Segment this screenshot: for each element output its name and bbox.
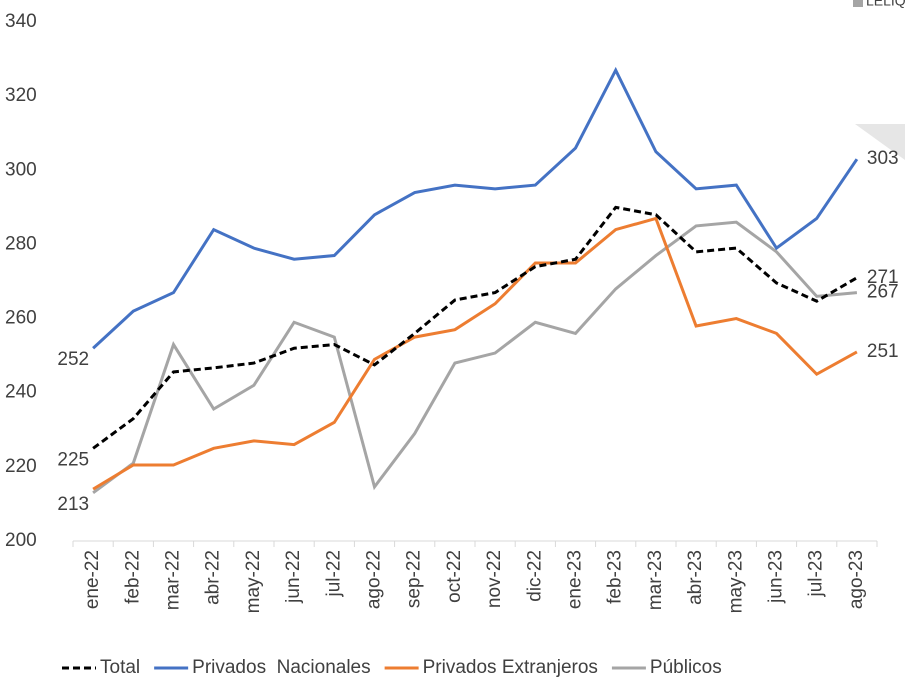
- data-label: 213: [57, 494, 89, 515]
- x-tick-label: may-23: [725, 550, 746, 613]
- x-tick-label: mar-23: [645, 550, 666, 610]
- x-tick-label: ene-22: [82, 550, 103, 609]
- x-tick-label: may-22: [243, 550, 264, 613]
- x-tick-label: ago-22: [364, 550, 385, 609]
- x-tick-label: jun-23: [766, 550, 787, 604]
- x-tick-label: feb-23: [605, 550, 626, 604]
- x-tick-label: oct-22: [444, 550, 465, 603]
- x-tick-label: mar-22: [163, 550, 184, 610]
- x-tick-label: jun-22: [283, 550, 304, 604]
- y-tick-label: 300: [5, 159, 37, 180]
- data-label: 303: [867, 148, 899, 169]
- legend-swatch: [853, 0, 863, 7]
- x-tick-label: feb-22: [122, 550, 143, 604]
- x-tick-label: abr-23: [685, 550, 706, 605]
- x-tick-label: ene-23: [565, 550, 586, 609]
- legend-label: Privados Extranjeros: [423, 657, 598, 678]
- y-tick-label: 320: [5, 85, 37, 106]
- x-tick-label: ago-23: [846, 550, 867, 609]
- series-line: [92, 216, 858, 491]
- data-label: 251: [867, 341, 899, 362]
- y-tick-label: 220: [5, 456, 37, 477]
- y-tick-label: 200: [5, 530, 37, 551]
- legend-label: Públicos: [650, 657, 722, 678]
- y-tick-label: 240: [5, 382, 37, 403]
- y-tick-label: 280: [5, 233, 37, 254]
- y-tick-label: 260: [5, 308, 37, 329]
- data-label: 252: [57, 349, 89, 370]
- x-tick-label: jul-23: [806, 550, 827, 597]
- data-label: 271: [867, 267, 899, 288]
- x-tick-label: sep-22: [404, 550, 425, 608]
- x-tick-label: dic-22: [524, 550, 545, 602]
- annotation: LELIQ: [866, 0, 905, 9]
- x-tick-label: abr-22: [203, 550, 224, 605]
- y-tick-label: 340: [5, 11, 37, 32]
- data-label: 267: [867, 282, 899, 303]
- series-line: [92, 220, 858, 495]
- series-line: [92, 205, 858, 450]
- data-label: 225: [57, 449, 89, 470]
- legend-label: Privados Nacionales: [192, 657, 370, 678]
- decor: [855, 124, 905, 160]
- x-tick-label: jul-22: [323, 550, 344, 597]
- x-tick-label: nov-22: [484, 550, 505, 608]
- legend-label: Total: [100, 657, 140, 678]
- series-line: [92, 66, 859, 350]
